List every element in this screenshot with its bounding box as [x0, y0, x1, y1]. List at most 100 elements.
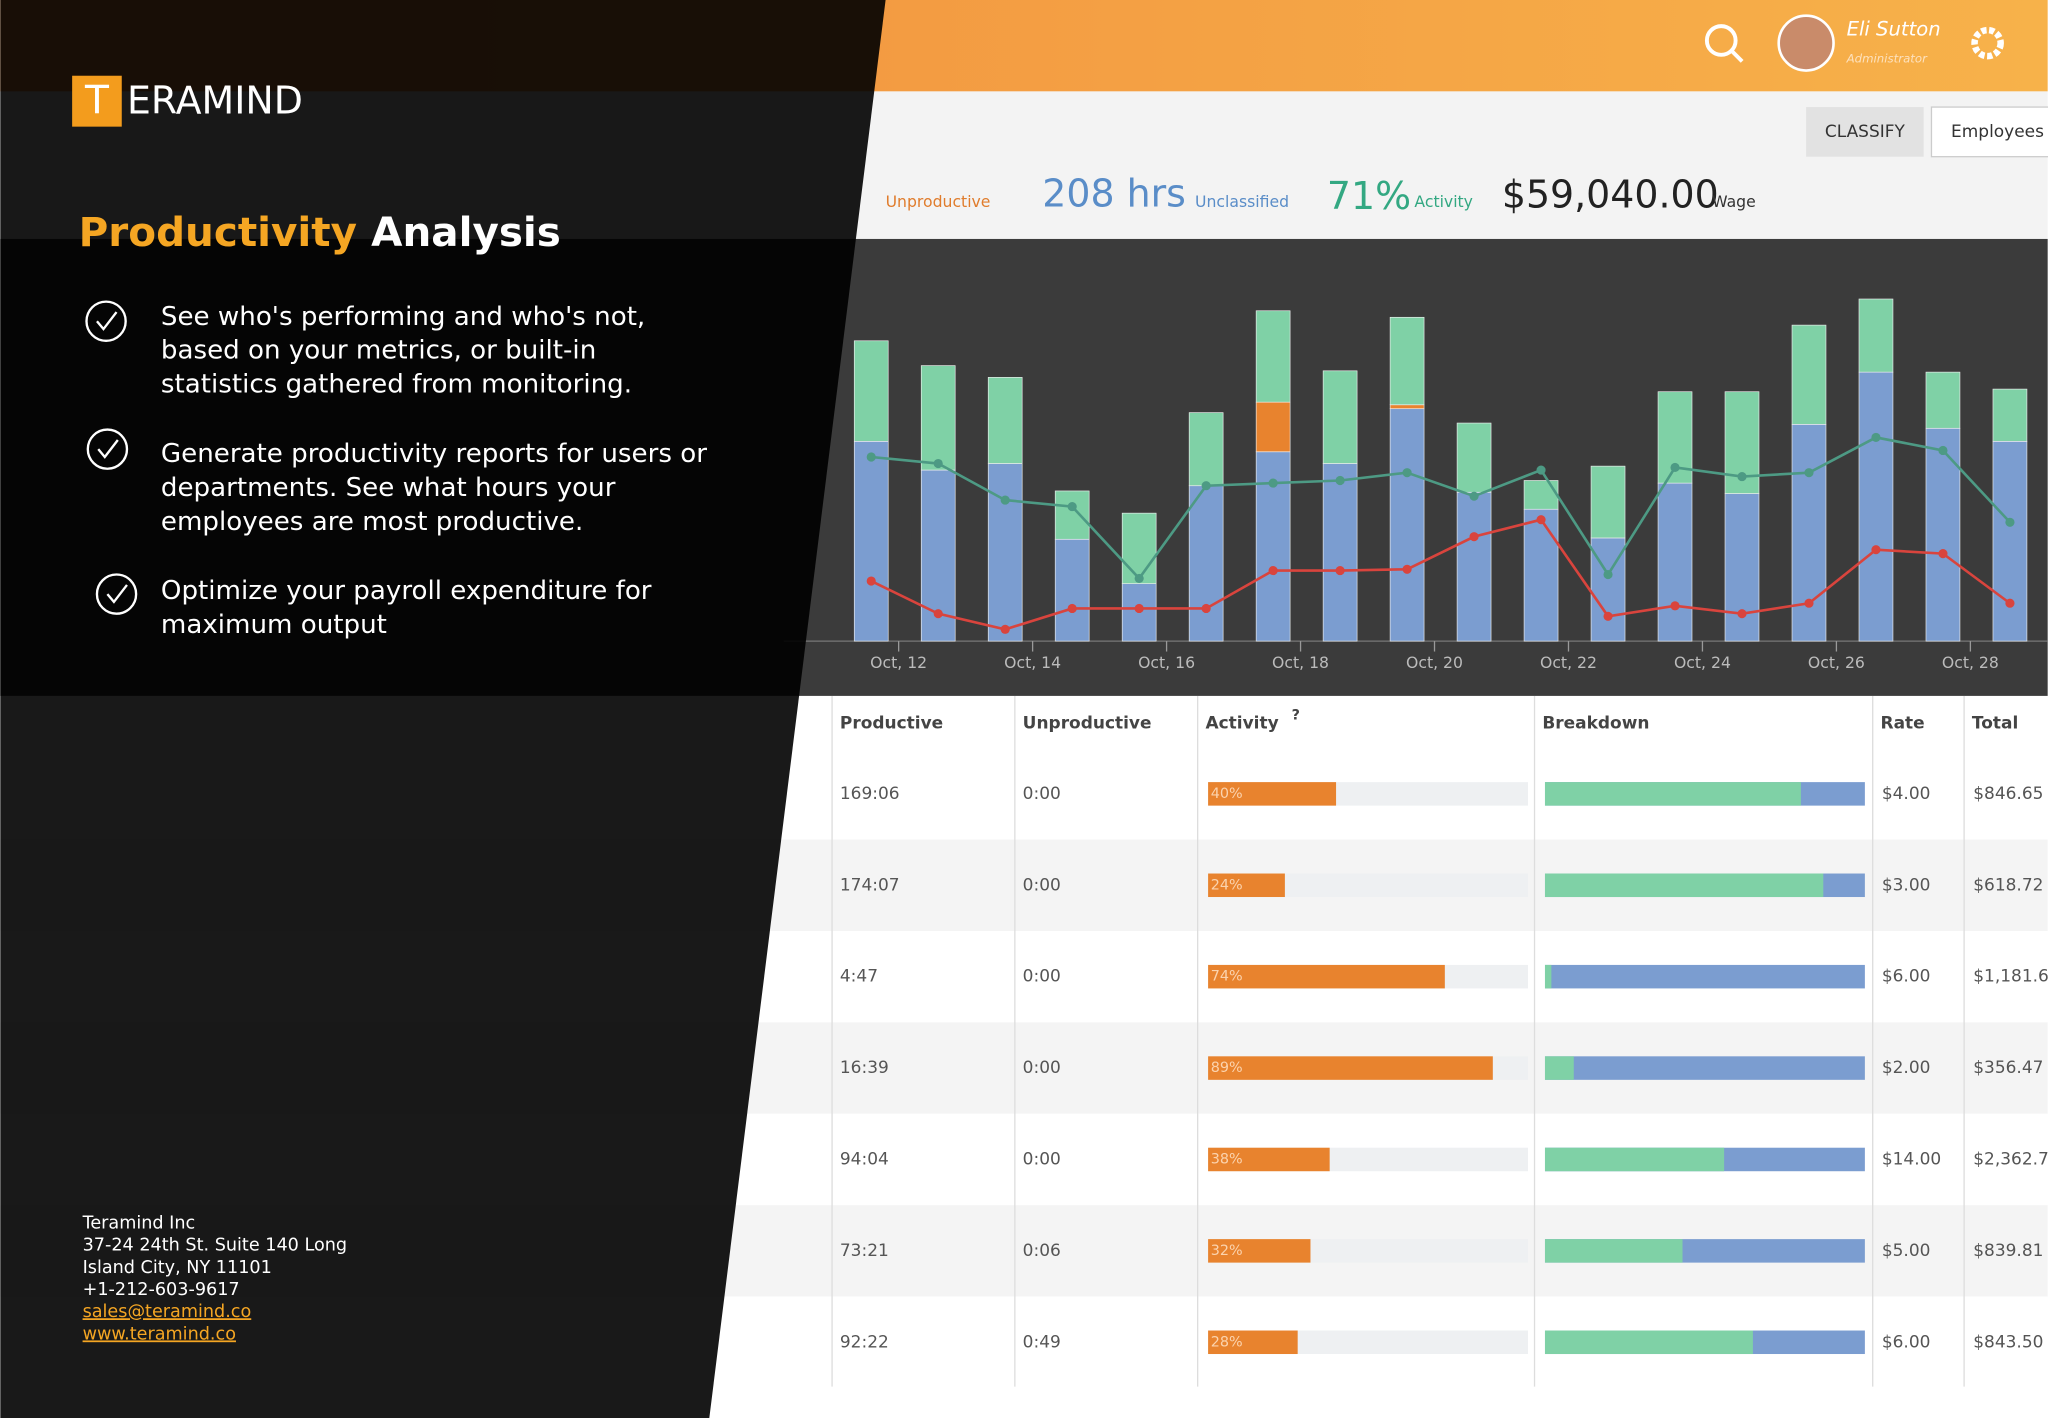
activity-label: 74% [1211, 969, 1243, 985]
line-point [1804, 598, 1814, 608]
line-point [1938, 445, 1948, 456]
activity-label: 24% [1211, 877, 1243, 893]
bar-unclassified [1858, 298, 1894, 373]
cell: $2.00 [1882, 1058, 1931, 1078]
x-tick-label: Oct, 12 [870, 653, 927, 672]
line-point [1804, 468, 1814, 478]
x-tick-label: Oct, 24 [1674, 653, 1731, 672]
activity-label: 28% [1211, 1334, 1243, 1350]
bullet-text: based on your metrics, or built-in [161, 336, 596, 366]
line-point [1000, 495, 1010, 505]
bullet-text: statistics gathered from monitoring. [161, 370, 632, 400]
line-point [933, 458, 943, 469]
activity-label: 38% [1211, 1151, 1243, 1167]
cell: 16:39 [840, 1058, 889, 1078]
line-green [871, 436, 2011, 581]
contact-link[interactable]: www.teramind.co [83, 1324, 236, 1344]
activity-bar [1208, 1147, 1330, 1172]
cell: $839.81 [1973, 1241, 2043, 1261]
search-icon[interactable] [1704, 24, 1738, 57]
bullet-text: Optimize your payroll expenditure for [161, 576, 652, 606]
check-circle [86, 428, 129, 470]
x-tick-label: Oct, 28 [1942, 653, 1999, 672]
breakdown-unclassified [1544, 1056, 1865, 1080]
contact-line: +1-212-603-9617 [83, 1280, 240, 1300]
bar-productive [1791, 424, 1827, 642]
line-point [866, 576, 876, 586]
classify-button[interactable] [1806, 107, 1924, 157]
breakdown-productive [1544, 1239, 1683, 1263]
bar-unclassified [987, 377, 1023, 464]
bar-productive [1657, 482, 1693, 642]
help-icon: ? [1292, 708, 1300, 724]
bullet-text: Generate productivity reports for users … [161, 439, 707, 469]
bar-productive [1992, 441, 2028, 642]
breakdown-productive [1544, 1056, 1574, 1080]
activity-bar [1208, 1239, 1311, 1263]
cell: $618.72 [1973, 875, 2043, 895]
cell: 0:00 [1023, 784, 1061, 804]
bar-productive [1925, 427, 1961, 642]
cell: $14.00 [1882, 1149, 1941, 1169]
cell: $2,362.7 [1973, 1149, 2048, 1169]
bar-unclassified [1791, 324, 1827, 425]
line-point [1871, 545, 1881, 555]
bar-unproductive [1255, 401, 1291, 453]
x-tick-label: Oct, 26 [1808, 653, 1865, 672]
bar-productive [1188, 485, 1224, 642]
line-point [1670, 601, 1680, 611]
line-point [1402, 468, 1412, 478]
breakdown-productive [1544, 1147, 1725, 1172]
settings-icon[interactable] [1971, 26, 2004, 60]
line-point [1737, 472, 1747, 482]
stat-label: Unproductive [886, 192, 991, 211]
bar-productive [987, 463, 1023, 642]
line-point [1067, 502, 1077, 512]
line-point [1670, 462, 1680, 473]
activity-label: 40% [1211, 786, 1243, 802]
cell: 92:22 [840, 1332, 889, 1352]
line-point [1402, 564, 1412, 574]
user-role: Administrator [1846, 51, 1928, 65]
logo-letter: T [84, 79, 110, 124]
contact-line: Island City, NY 11101 [83, 1258, 272, 1278]
contact-line: Teramind Inc [82, 1213, 196, 1233]
contact-link[interactable]: sales@teramind.co [83, 1302, 252, 1322]
x-tick-label: Oct, 20 [1406, 653, 1463, 672]
x-tick-label: Oct, 22 [1540, 653, 1597, 672]
title: Productivity Analysis [79, 208, 561, 256]
cell: 0:00 [1023, 967, 1061, 987]
cell: $6.00 [1882, 967, 1931, 987]
line-point [2005, 598, 2015, 608]
cell: 94:04 [840, 1149, 889, 1169]
x-tick-label: Oct, 14 [1004, 653, 1061, 672]
line-point [1268, 566, 1278, 576]
activity-label: 89% [1211, 1060, 1243, 1076]
bar-unclassified [1322, 370, 1358, 464]
cell: $3.00 [1882, 875, 1931, 895]
line-point [1603, 569, 1613, 580]
activity-bar [1208, 782, 1337, 806]
avatar[interactable] [1777, 14, 1835, 72]
line-point [1737, 609, 1747, 619]
line-point [1134, 603, 1144, 614]
title-highlight: Productivity [79, 208, 357, 256]
line-point [2005, 517, 2015, 527]
user-name: Eli Sutton [1847, 18, 1941, 41]
x-tick-label: Oct, 18 [1272, 653, 1329, 672]
line-point [1871, 432, 1881, 442]
check-mark [97, 439, 119, 459]
bar-productive [1456, 491, 1492, 642]
cell: 0:00 [1023, 875, 1061, 895]
bar-unclassified [920, 365, 956, 471]
line-point [1603, 611, 1613, 621]
cell: 0:06 [1023, 1241, 1061, 1261]
line-point [1268, 478, 1278, 488]
contact: Teramind Inc 37-24 24th St. Suite 140 Lon… [82, 1213, 348, 1344]
employees-button[interactable] [1930, 106, 2048, 158]
chart: Oct, 12 Oct, 14 Oct, 16 Oct, 18 Oct, 20 Oct, … [783, 298, 2048, 672]
line-point [1469, 491, 1479, 501]
line-point [1000, 624, 1010, 634]
check-circle [95, 573, 138, 615]
activity-bar [1208, 1330, 1298, 1355]
